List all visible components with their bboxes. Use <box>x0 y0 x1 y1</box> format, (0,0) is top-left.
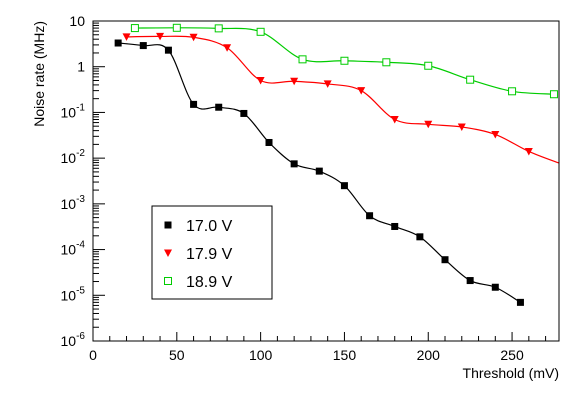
series-3-point <box>424 61 433 70</box>
series-1-point <box>366 212 374 220</box>
series-3-point <box>130 24 139 33</box>
y-tick-label: 1 <box>77 59 85 75</box>
x-tick-labels: 0 50 100 150 200 250 <box>89 347 524 363</box>
series-1-point <box>441 256 449 264</box>
y-tick-label: 10-1 <box>61 102 86 120</box>
legend-marker-2 <box>164 249 172 257</box>
series-1-point <box>215 103 223 111</box>
legend-label-1: 17.0 V <box>186 218 233 235</box>
series-2-point <box>323 80 332 88</box>
x-tick-label: 250 <box>500 347 524 363</box>
x-tick-label: 150 <box>333 347 357 363</box>
series-2-point <box>390 116 399 124</box>
legend-label-2: 17.9 V <box>186 246 233 263</box>
series-3-point <box>340 56 349 65</box>
series-3-point <box>508 87 517 96</box>
x-tick-label: 50 <box>169 347 185 363</box>
series-1-point <box>265 138 273 146</box>
series-1-point <box>466 277 474 285</box>
series-3-point <box>466 75 475 84</box>
y-tick-label: 10-4 <box>61 240 86 258</box>
series-2-point <box>524 147 533 156</box>
series-1-point <box>315 167 323 175</box>
series-1-point <box>240 109 248 117</box>
x-axis-label: Threshold (mV) <box>463 365 559 381</box>
series-2-point <box>457 123 466 132</box>
series-1-point <box>139 42 147 50</box>
y-axis-label: Noise rate (MHz) <box>31 21 47 127</box>
series-3-point <box>549 90 558 99</box>
axis-ticks <box>92 20 547 342</box>
x-tick-label: 0 <box>89 347 97 363</box>
x-tick-label: 100 <box>249 347 273 363</box>
series-2-point <box>357 87 366 95</box>
series-1-point <box>416 233 424 241</box>
series-3-point <box>172 23 181 32</box>
y-tick-label: 10-3 <box>61 194 86 212</box>
series-1-point <box>114 39 122 47</box>
series-1-point <box>164 46 172 54</box>
plot-frame <box>92 20 560 342</box>
series-2-point <box>122 33 131 41</box>
y-tick-labels: 10-6 10-5 10-4 10-3 10-2 10-1 1 10 <box>61 13 86 349</box>
series-3-point <box>382 58 391 67</box>
series-3-point <box>256 27 265 36</box>
y-tick-label: 10-2 <box>61 148 86 166</box>
legend-marker-3 <box>164 277 172 285</box>
series-1-point <box>290 160 298 168</box>
series-markers <box>114 23 558 306</box>
series-3-point <box>214 24 223 33</box>
series-2-point <box>223 44 232 52</box>
series-1-point <box>340 182 348 190</box>
legend-label-3: 18.9 V <box>186 274 233 291</box>
series-2-point <box>156 32 165 41</box>
x-tick-label: 200 <box>417 347 441 363</box>
series-2-point <box>424 120 433 129</box>
series-2-point <box>491 130 500 139</box>
series-3-point <box>298 55 307 64</box>
y-tick-label: 10 <box>69 13 85 29</box>
y-tick-label: 10-6 <box>61 331 86 349</box>
y-tick-label: 10-5 <box>61 285 86 303</box>
series-line-2 <box>126 35 560 164</box>
series-1-point <box>516 298 524 306</box>
legend: 17.0 V 17.9 V 18.9 V <box>151 205 273 300</box>
legend-marker-1 <box>164 221 172 229</box>
series-1-point <box>190 100 198 108</box>
series-1-point <box>391 222 399 230</box>
series-1-point <box>491 283 499 291</box>
series-2-point <box>189 33 198 42</box>
series-2-point <box>256 76 265 85</box>
series-2-point <box>290 77 299 86</box>
